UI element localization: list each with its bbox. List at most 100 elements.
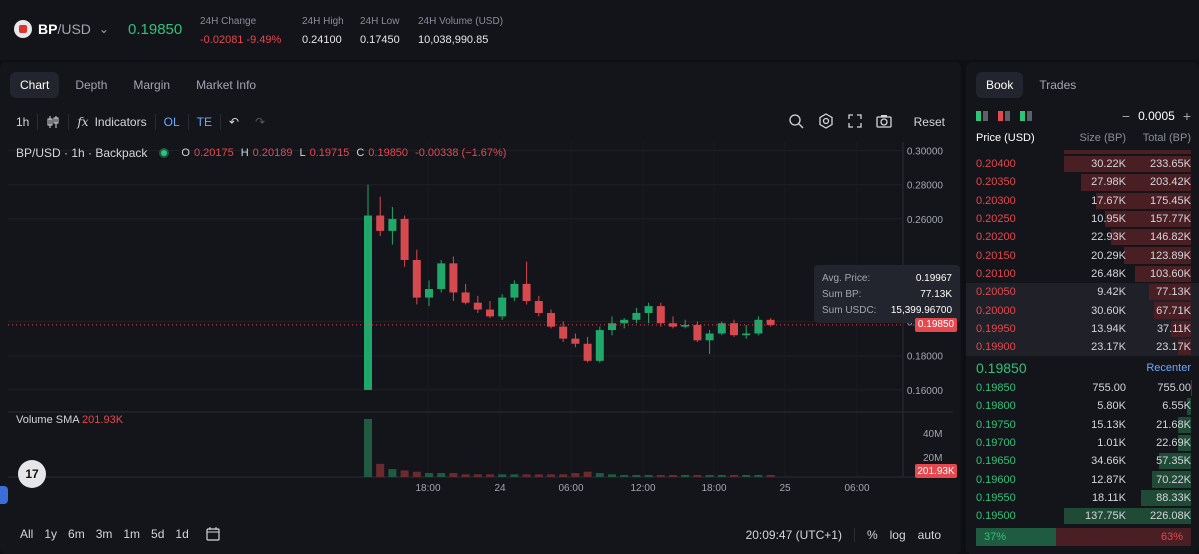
depth-bar	[1154, 302, 1191, 319]
side-panel-handle[interactable]	[0, 486, 8, 504]
te-button[interactable]: TE	[196, 115, 212, 129]
y-tick-label: 0.26000	[907, 215, 944, 226]
tradingview-logo-icon[interactable]: 17	[18, 460, 46, 488]
depth-bar	[1080, 174, 1191, 191]
volume-bar	[510, 474, 519, 477]
volume-bar	[461, 474, 470, 477]
ask-row[interactable]: 0.19900 23.17K 23.17K	[966, 337, 1199, 357]
ask-row[interactable]: 0.20150 20.29K 123.89K	[966, 246, 1199, 264]
chevron-down-icon[interactable]: ⌄	[98, 22, 109, 36]
candlestick-chart[interactable]: 0.300000.280000.260000.200000.180000.160…	[8, 142, 953, 507]
order-price: 0.19900	[976, 341, 1016, 354]
order-total: 77.13K	[1156, 286, 1191, 299]
undo-button[interactable]: ↶	[221, 115, 247, 129]
chart-panel: Chart Depth Margin Market Info 1h fx Ind…	[0, 62, 961, 554]
ask-row[interactable]: 0.20400 30.22K 233.65K	[966, 155, 1199, 173]
divider	[37, 114, 39, 130]
order-price: 0.19550	[976, 491, 1016, 504]
ask-row[interactable]: 0.20050 9.42K 77.13K	[966, 283, 1199, 302]
tab-trades[interactable]: Trades	[1039, 78, 1077, 92]
bid-row[interactable]: 0.19600 12.87K 70.22K	[966, 470, 1199, 488]
ask-row[interactable]: 0.20000 30.60K 67.71K	[966, 301, 1199, 320]
order-size: 10.95K	[1091, 213, 1126, 226]
alert-icon[interactable]	[788, 113, 804, 132]
calendar-icon[interactable]	[206, 526, 220, 544]
volume-tag: 201.93K	[915, 464, 957, 478]
book-asks-icon[interactable]	[998, 111, 1010, 121]
tab-market-info[interactable]: Market Info	[196, 78, 257, 92]
pair-selector[interactable]: BP/USD ⌄	[14, 20, 109, 38]
ask-row[interactable]: 0.20250 10.95K 157.77K	[966, 210, 1199, 228]
candle-body	[754, 319, 763, 334]
bid-row[interactable]: 0.19550 18.11K 88.33K	[966, 489, 1199, 507]
redo-button[interactable]: ↷	[247, 115, 273, 129]
range-1m[interactable]: 1m	[123, 526, 141, 541]
y-tick-label: 0.18000	[907, 352, 944, 363]
bid-row[interactable]: 0.19750 15.13K 21.68K	[966, 416, 1199, 434]
price-chart[interactable]: 0.300000.280000.260000.200000.180000.160…	[8, 142, 960, 507]
divider	[853, 528, 855, 542]
ol-button[interactable]: OL	[163, 115, 180, 129]
settings-icon[interactable]	[818, 112, 834, 132]
book-tabs: Book Trades	[976, 72, 1086, 98]
volume-bar	[669, 475, 677, 477]
order-price: 0.20100	[976, 267, 1016, 280]
y-tick-label: 0.28000	[907, 181, 944, 192]
tab-depth[interactable]: Depth	[75, 78, 108, 92]
candle-body	[766, 319, 775, 325]
candle-body	[486, 309, 494, 317]
ask-row[interactable]: 0.20300 17.67K 175.45K	[966, 192, 1199, 210]
range-5d[interactable]: 5d	[151, 526, 165, 541]
camera-icon[interactable]	[875, 114, 892, 131]
minus-icon[interactable]: −	[1121, 108, 1131, 124]
bid-row[interactable]: 0.19650 34.66K 57.35K	[966, 452, 1199, 470]
percent-toggle[interactable]: %	[866, 528, 878, 542]
tab-book[interactable]: Book	[976, 72, 1024, 98]
ask-row[interactable]: 0.19950 13.94K 37.11K	[966, 319, 1199, 338]
asks-list: 0.20400 30.22K 233.65K 0.20350 27.98K 203.42K…	[966, 155, 1199, 357]
interval-button[interactable]: 1h	[16, 115, 30, 129]
fullscreen-icon[interactable]	[847, 113, 862, 131]
book-bids-icon[interactable]	[1020, 111, 1032, 121]
bids-list: 0.19850 755.00 755.00 0.19800 5.80K 6.55K 0.19…	[966, 379, 1199, 525]
plus-icon[interactable]: +	[1182, 108, 1191, 124]
order-price: 0.19600	[976, 473, 1016, 486]
recenter-button[interactable]: Recenter	[1146, 362, 1191, 374]
auto-toggle[interactable]: auto	[917, 528, 941, 542]
bid-row[interactable]: 0.19500 137.75K 226.08K	[966, 507, 1199, 525]
ask-row[interactable]: 0.20350 27.98K 203.42K	[966, 173, 1199, 191]
bid-row[interactable]: 0.19850 755.00 755.00	[966, 379, 1199, 397]
volume-bar	[400, 470, 409, 477]
range-3m[interactable]: 3m	[95, 526, 113, 541]
candle-type-button[interactable]	[38, 115, 68, 129]
indicators-button[interactable]: fx Indicators	[77, 115, 147, 129]
range-all[interactable]: All	[20, 526, 34, 541]
book-tools: − 0.0005 +	[976, 108, 1191, 124]
depth-bar	[1111, 229, 1191, 246]
reset-button[interactable]: Reset	[913, 115, 945, 129]
stat-24h-high: 24H High 0.24100	[302, 16, 344, 46]
order-size: 9.42K	[1097, 286, 1126, 299]
order-total: 146.82K	[1150, 231, 1191, 244]
order-price: 0.19700	[976, 437, 1016, 450]
log-toggle[interactable]: log	[889, 528, 906, 542]
order-price: 0.20300	[976, 194, 1016, 207]
bid-row[interactable]: 0.19800 5.80K 6.55K	[966, 397, 1199, 415]
range-1y[interactable]: 1y	[44, 526, 58, 541]
book-both-icon[interactable]	[976, 111, 988, 121]
tab-margin[interactable]: Margin	[133, 78, 171, 92]
candle-body	[608, 323, 616, 331]
order-total: 22.69K	[1156, 437, 1191, 450]
range-1d[interactable]: 1d	[175, 526, 189, 541]
tab-chart[interactable]: Chart	[10, 72, 60, 98]
clock-time[interactable]: 20:09:47 (UTC+1)	[745, 528, 842, 542]
ask-row[interactable]: 0.20200 22.93K 146.82K	[966, 228, 1199, 246]
order-price: 0.20050	[976, 286, 1016, 299]
order-price: 0.20350	[976, 176, 1016, 189]
range-6m[interactable]: 6m	[68, 526, 85, 541]
ask-row[interactable]: 0.20100 26.48K 103.60K	[966, 265, 1199, 283]
legend-c-key: C	[356, 147, 365, 159]
volume-bar	[766, 475, 775, 477]
order-price: 0.19650	[976, 455, 1016, 468]
bid-row[interactable]: 0.19700 1.01K 22.69K	[966, 434, 1199, 452]
